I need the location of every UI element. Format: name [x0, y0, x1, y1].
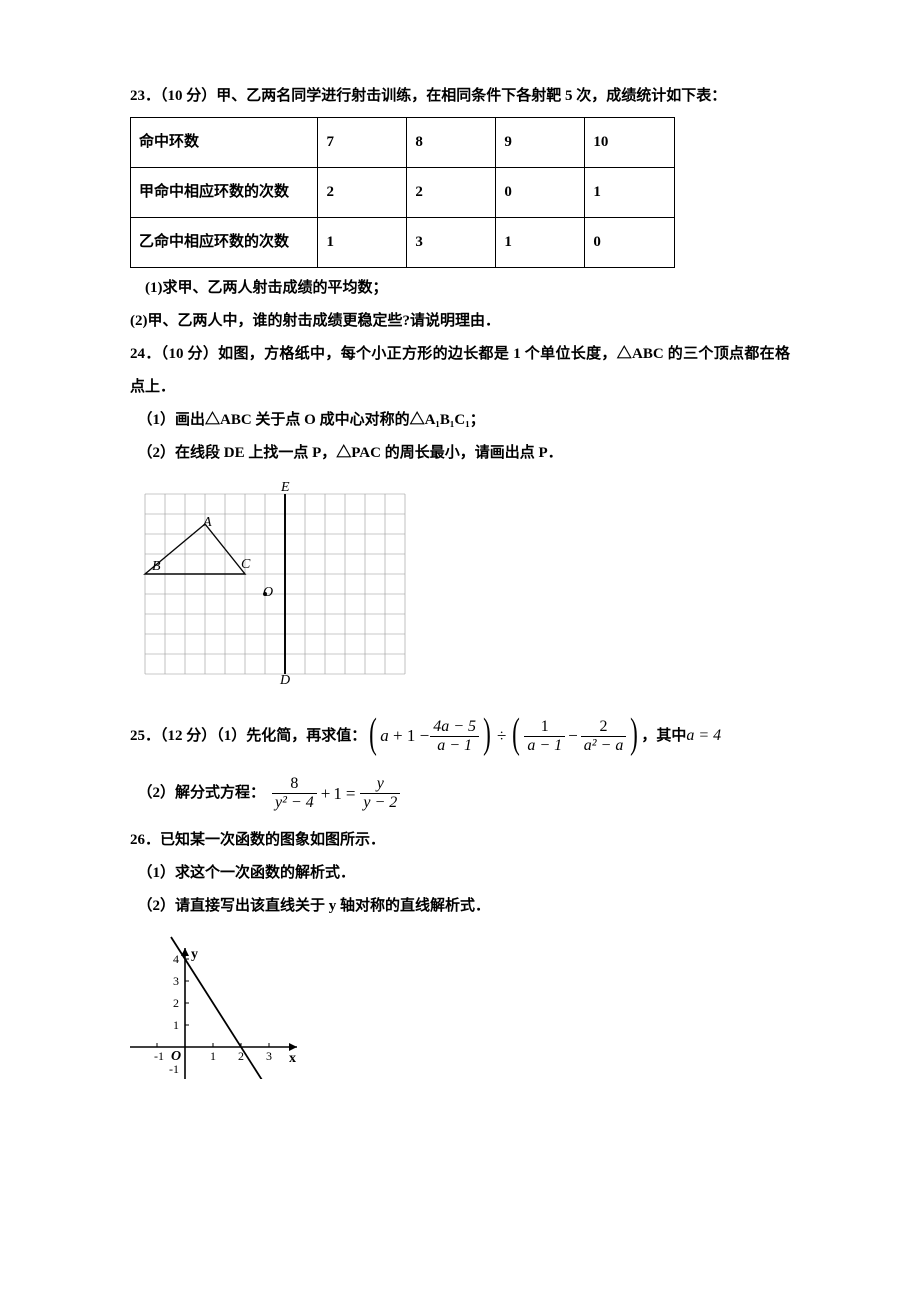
fraction: 2 a² − a	[581, 719, 627, 754]
q24-part1: （1）画出△ABC 关于点 O 成中心对称的△A₁B₁C₁；	[130, 404, 790, 437]
svg-text:A: A	[202, 515, 212, 530]
one: 1	[333, 775, 342, 812]
fraction: y y − 2	[360, 776, 400, 811]
svg-text:E: E	[280, 480, 290, 495]
q24-intro: 24．（10 分）如图，方格纸中，每个小正方形的边长都是 1 个单位长度，△AB…	[130, 338, 790, 404]
svg-text:O: O	[171, 1049, 181, 1064]
minus-sign: −	[568, 717, 578, 754]
svg-text:1: 1	[173, 1018, 179, 1032]
fraction: 8 y² − 4	[272, 776, 317, 811]
svg-text:O: O	[263, 585, 273, 600]
q26-intro: 26．已知某一次函数的图象如图所示．	[130, 824, 790, 857]
grid-svg: E A B CO D	[130, 476, 420, 696]
equals-sign: =	[346, 775, 356, 812]
svg-text:y: y	[191, 947, 198, 962]
fraction: 1 a − 1	[524, 719, 565, 754]
q25-line2: （2）解分式方程： 8 y² − 4 + 1 = y y − 2	[130, 775, 790, 812]
q23-intro: 23．（10 分）甲、乙两名同学进行射击训练，在相同条件下各射靶 5 次，成绩统…	[130, 80, 790, 113]
plus-sign: +	[321, 775, 331, 812]
table-header: 9	[496, 118, 585, 168]
lparen-icon: (	[369, 713, 377, 755]
table-row: 甲命中相应环数的次数 2 2 0 1	[131, 168, 675, 218]
linefn-svg: -11231234-1Oxy	[130, 929, 320, 1079]
svg-text:4: 4	[173, 952, 179, 966]
q26-part1: （1）求这个一次函数的解析式．	[130, 857, 790, 890]
q24-part2: （2）在线段 DE 上找一点 P，△PAC 的周长最小，请画出点 P．	[130, 437, 790, 470]
svg-text:1: 1	[210, 1049, 216, 1063]
svg-text:-1: -1	[169, 1062, 179, 1076]
rparen-icon: )	[483, 713, 491, 755]
q25-where-eq: a = 4	[686, 718, 721, 753]
q25-where: ，其中	[641, 720, 686, 753]
table-header: 命中环数	[131, 118, 318, 168]
q25-part2-prefix: （2）解分式方程：	[130, 777, 265, 810]
q23-part1: (1)求甲、乙两人射击成绩的平均数；	[130, 272, 790, 305]
q26-graph-figure: -11231234-1Oxy	[130, 929, 790, 1092]
svg-text:D: D	[279, 673, 290, 688]
rparen-icon: )	[630, 713, 638, 755]
formula-term: a + 1 −	[380, 717, 429, 754]
q26-part2: （2）请直接写出该直线关于 y 轴对称的直线解析式．	[130, 890, 790, 923]
lparen-icon: (	[512, 713, 520, 755]
svg-text:2: 2	[173, 996, 179, 1010]
q24-grid-figure: E A B CO D	[130, 476, 790, 709]
q25-prefix: 25．（12 分）（1）先化简，再求值：	[130, 720, 366, 753]
q23-part2: (2)甲、乙两人中，谁的射击成绩更稳定些?请说明理由．	[130, 305, 790, 338]
svg-text:3: 3	[173, 974, 179, 988]
svg-text:B: B	[152, 559, 161, 574]
divide-sign: ÷	[497, 717, 506, 754]
fraction: 4a − 5 a − 1	[430, 719, 479, 754]
table-row: 乙命中相应环数的次数 1 3 1 0	[131, 218, 675, 268]
svg-text:x: x	[289, 1051, 296, 1066]
table-header: 8	[407, 118, 496, 168]
svg-text:3: 3	[266, 1049, 272, 1063]
svg-text:C: C	[241, 557, 251, 572]
q23-table: 命中环数 7 8 9 10 甲命中相应环数的次数 2 2 0 1 乙命中相应环数…	[130, 117, 675, 268]
svg-text:-1: -1	[154, 1049, 164, 1063]
q25-line1: 25．（12 分）（1）先化简，再求值： ( a + 1 − 4a − 5 a …	[130, 715, 790, 757]
table-header: 10	[585, 118, 675, 168]
table-header: 7	[318, 118, 407, 168]
